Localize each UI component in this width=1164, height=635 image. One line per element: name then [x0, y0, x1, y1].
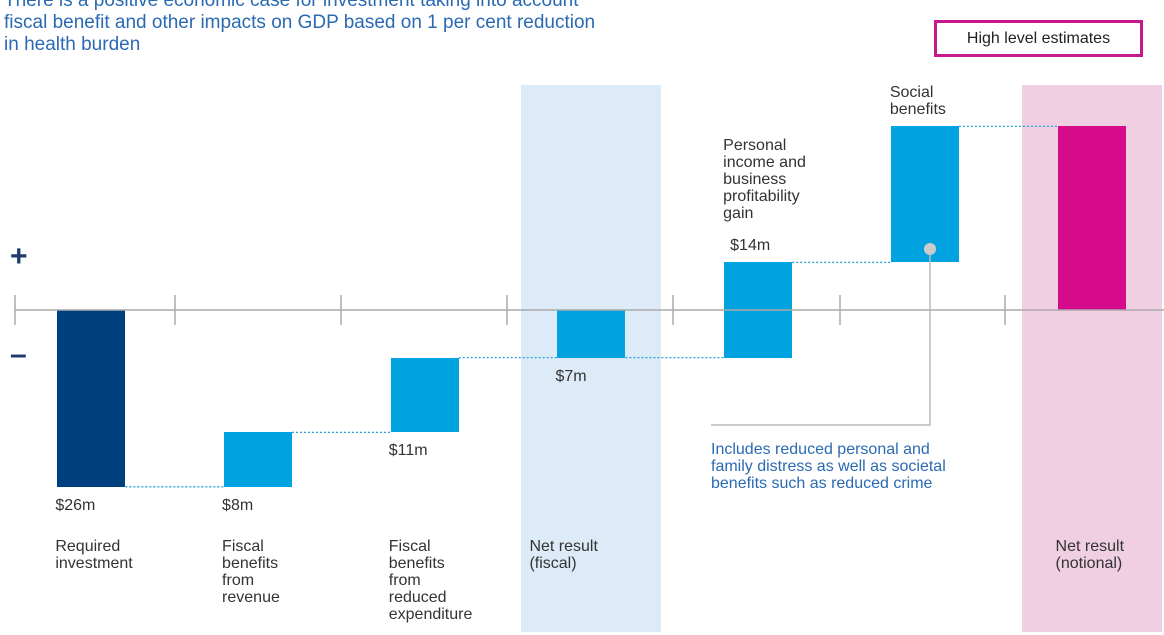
annotation-connector	[711, 249, 931, 426]
positive-sign: +	[10, 240, 28, 273]
category-label: Fiscal benefits from revenue	[222, 538, 280, 606]
badge: High level estimates	[934, 20, 1143, 57]
bar	[224, 432, 293, 487]
highlight-band	[521, 85, 662, 632]
value-label: $11m	[388, 442, 428, 460]
annotation: Includes reduced personal and family dis…	[711, 441, 946, 492]
annotation-dot	[924, 243, 936, 255]
category-label: Personal income and business profitabili…	[723, 137, 806, 223]
value-label: $7m	[555, 367, 587, 385]
value-label: $14m	[730, 237, 771, 255]
bar	[1057, 126, 1126, 310]
bar	[57, 310, 126, 487]
chart-title: There is a positive economic case for in…	[4, 0, 596, 55]
category-label: Required investment	[55, 538, 133, 572]
category-label: Net result (notional)	[1055, 538, 1125, 572]
axis-ticks	[14, 295, 1006, 325]
negative-sign: –	[10, 338, 27, 371]
category-label: Net result (fiscal)	[529, 538, 598, 572]
bar	[557, 310, 626, 358]
category-label: Fiscal benefits from reduced expenditure	[388, 538, 473, 623]
value-label: $8m	[222, 496, 254, 514]
category-label: Social benefits	[889, 84, 946, 119]
bar	[890, 126, 959, 263]
value-label: $26m	[55, 496, 96, 514]
bar	[390, 357, 459, 433]
